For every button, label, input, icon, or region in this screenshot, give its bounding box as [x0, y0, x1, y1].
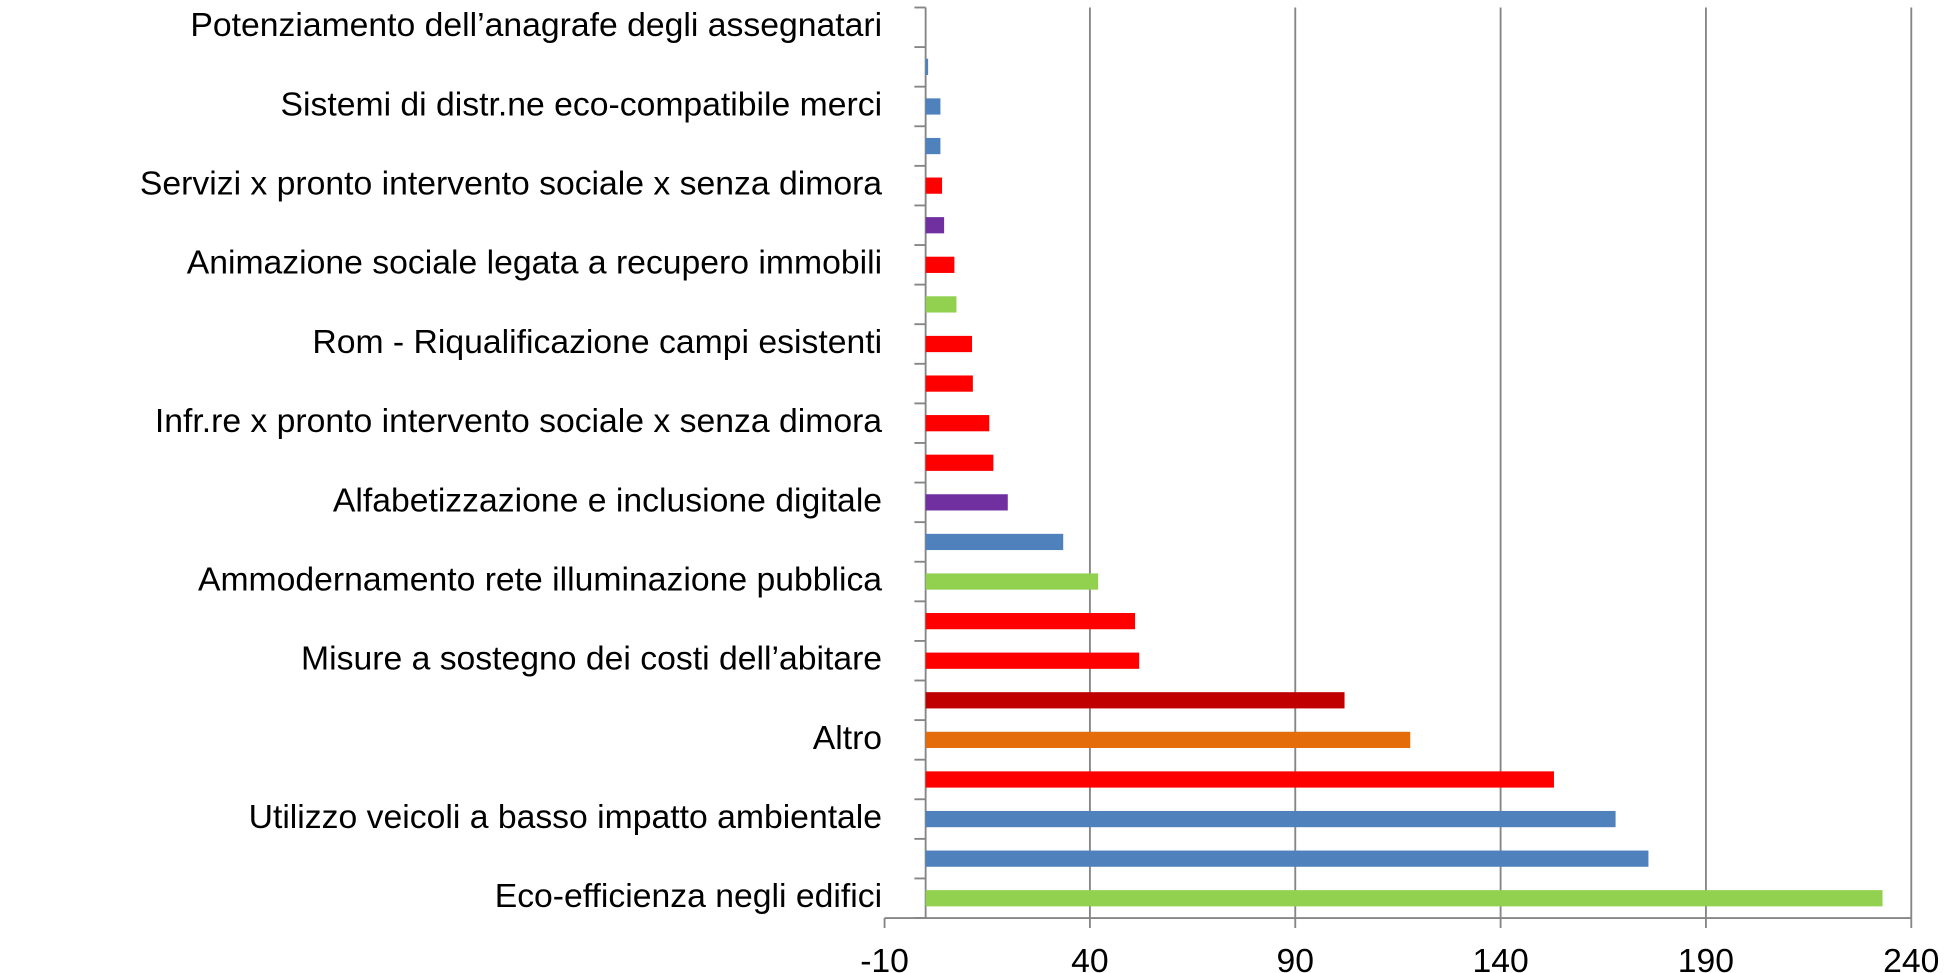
y-tick-label: Eco-efficienza negli edifici	[495, 877, 882, 915]
bar	[925, 771, 1554, 788]
x-tick-label: 90	[1276, 942, 1314, 973]
bar	[925, 296, 957, 313]
bar	[925, 494, 1008, 511]
bar	[925, 850, 1649, 867]
bar	[925, 613, 1136, 630]
bar	[925, 256, 955, 273]
y-tick-label: Sistemi di distr.ne eco-compatibile merc…	[281, 85, 883, 123]
y-tick-label: Servizi x pronto intervento sociale x se…	[140, 165, 882, 203]
x-tick-label: 140	[1472, 942, 1528, 973]
x-tick-label: 40	[1071, 942, 1109, 973]
bar	[925, 454, 994, 471]
x-tick-label: -10	[860, 942, 909, 973]
bar	[925, 217, 945, 234]
bar	[925, 98, 941, 115]
x-tick-label: 240	[1883, 942, 1939, 973]
bar	[925, 692, 1345, 709]
bar	[925, 375, 973, 392]
y-tick-label: Animazione sociale legata a recupero imm…	[187, 244, 882, 282]
y-tick-label: Rom - Riqualificazione campi esistenti	[312, 323, 882, 361]
bar	[925, 415, 990, 432]
x-tick-label: 190	[1678, 942, 1734, 973]
bar	[925, 652, 1140, 669]
bar	[925, 58, 929, 75]
bar	[925, 573, 1099, 590]
y-tick-label: Infr.re x pronto intervento sociale x se…	[155, 402, 882, 440]
y-tick-label: Ammodernamento rete illuminazione pubbli…	[198, 560, 882, 598]
bar	[925, 890, 1883, 907]
bar	[925, 731, 1411, 749]
y-tick-label: Misure a sostegno dei costi dell’abitare	[301, 640, 882, 678]
bar	[925, 533, 1064, 551]
y-tick-label: Altro	[813, 719, 882, 757]
y-tick-label: Utilizzo veicoli a basso impatto ambient…	[249, 798, 882, 836]
y-tick-label: Alfabetizzazione e inclusione digitale	[333, 481, 882, 519]
bar	[925, 810, 1616, 828]
bar	[925, 335, 973, 353]
bar	[925, 177, 943, 194]
y-tick-label: Potenziamento dell’anagrafe degli assegn…	[190, 6, 882, 44]
bar	[925, 137, 941, 155]
